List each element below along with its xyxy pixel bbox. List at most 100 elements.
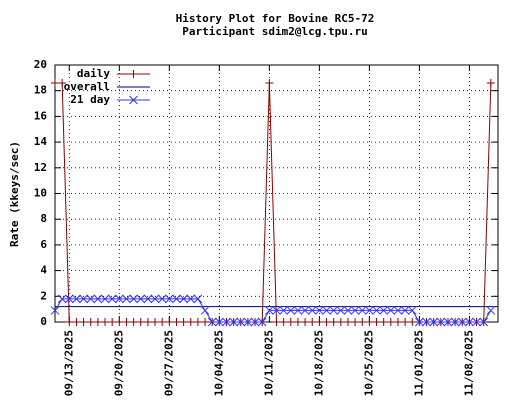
point-marker [286, 318, 295, 326]
point-marker [300, 306, 310, 315]
point-marker [79, 318, 88, 326]
point-marker [293, 306, 303, 315]
point-marker [365, 306, 374, 315]
point-marker [51, 78, 59, 87]
point-marker [315, 306, 324, 315]
point-marker [379, 318, 388, 326]
point-marker [115, 318, 124, 326]
point-marker [386, 306, 396, 315]
point-marker [265, 306, 274, 315]
point-marker [58, 78, 67, 87]
point-marker [329, 306, 339, 315]
point-marker [343, 306, 353, 315]
point-marker [457, 317, 467, 327]
x-tick-label: 09/27/2025 [162, 330, 175, 396]
point-marker [50, 306, 60, 315]
point-marker [486, 78, 495, 87]
point-marker [436, 317, 446, 327]
y-tick-label: 12 [34, 161, 47, 174]
point-marker [301, 318, 310, 326]
point-marker [422, 317, 431, 327]
point-marker [157, 294, 167, 304]
legend-label: overall [64, 80, 110, 93]
point-marker [151, 318, 160, 326]
x-tick-label: 11/01/2025 [412, 330, 425, 396]
point-marker [401, 318, 410, 326]
y-tick-label: 14 [34, 135, 48, 148]
y-tick-label: 20 [34, 58, 47, 71]
point-marker [322, 318, 331, 326]
point-marker [465, 317, 474, 327]
x-tick-label: 09/13/2025 [62, 330, 75, 396]
x-tick-label: 10/04/2025 [212, 330, 225, 396]
point-marker [136, 318, 145, 326]
point-marker [129, 294, 138, 304]
point-marker [136, 294, 146, 304]
point-marker [393, 318, 402, 326]
point-marker [450, 317, 460, 327]
point-marker [315, 318, 324, 326]
y-tick-label: 10 [34, 187, 47, 200]
point-marker [415, 317, 424, 327]
point-marker [93, 318, 102, 326]
point-marker [429, 317, 439, 327]
point-marker [229, 317, 238, 327]
point-marker [308, 318, 317, 326]
point-marker [179, 318, 188, 326]
point-marker [358, 318, 367, 326]
point-marker [158, 318, 167, 326]
point-marker [114, 294, 124, 304]
point-marker [257, 317, 267, 327]
point-marker [336, 306, 346, 315]
x-tick-label: 09/20/2025 [112, 330, 125, 396]
point-marker [236, 317, 246, 327]
point-marker [64, 294, 74, 304]
point-marker [372, 318, 381, 326]
point-marker [150, 294, 160, 304]
x-tick-label: 10/18/2025 [312, 330, 325, 396]
point-marker [57, 294, 67, 304]
point-marker [336, 318, 345, 326]
point-marker [293, 318, 302, 326]
y-tick-label: 0 [40, 315, 47, 328]
point-marker [322, 306, 331, 315]
point-marker [408, 318, 417, 326]
point-marker [165, 318, 174, 326]
point-marker [107, 294, 117, 304]
point-marker [393, 306, 403, 315]
point-marker [265, 78, 274, 87]
point-marker [65, 318, 74, 326]
point-marker [365, 318, 374, 326]
point-marker [279, 306, 288, 315]
point-marker [479, 317, 489, 327]
point-marker [201, 318, 210, 326]
point-marker [343, 318, 352, 326]
point-marker [207, 317, 217, 327]
point-marker [214, 317, 224, 327]
point-marker [108, 318, 117, 326]
x-tick-label: 10/25/2025 [362, 330, 375, 396]
chart-subtitle: Participant sdim2@lcg.tpu.ru [182, 25, 367, 38]
point-marker [472, 317, 481, 327]
point-marker [407, 306, 417, 315]
point-marker [243, 317, 253, 327]
point-marker [379, 306, 389, 315]
point-marker [72, 318, 81, 326]
legend-label: daily [77, 67, 110, 80]
point-marker [307, 306, 317, 315]
point-marker [86, 294, 96, 304]
point-marker [129, 70, 138, 78]
point-marker [272, 306, 281, 315]
point-marker [186, 294, 196, 304]
y-axis-label: Rate (kkeys/sec) [8, 141, 21, 247]
y-tick-label: 18 [34, 84, 47, 97]
point-marker [122, 294, 131, 304]
point-marker [486, 306, 496, 315]
point-marker [443, 317, 453, 327]
point-marker [193, 294, 203, 304]
point-marker [129, 95, 138, 105]
point-marker [164, 294, 174, 304]
point-marker [93, 294, 103, 304]
point-marker [72, 294, 81, 304]
